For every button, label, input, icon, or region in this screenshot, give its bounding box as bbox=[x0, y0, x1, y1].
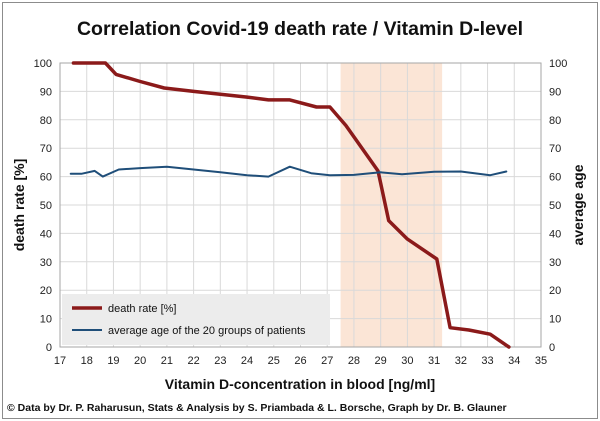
x-tick-label: 31 bbox=[428, 355, 440, 367]
x-tick-label: 17 bbox=[54, 355, 66, 367]
x-tick-label: 24 bbox=[241, 355, 253, 367]
y-tick-label-left: 90 bbox=[40, 86, 52, 98]
y-tick-label-left: 100 bbox=[34, 58, 52, 70]
x-axis-label: Vitamin D-concentration in blood [ng/ml] bbox=[165, 376, 435, 392]
x-tick-label: 22 bbox=[187, 355, 199, 367]
y-tick-label-left: 0 bbox=[46, 342, 52, 354]
x-tick-label: 34 bbox=[508, 355, 520, 367]
y-tick-label-left: 40 bbox=[40, 228, 52, 240]
y-tick-label-right: 10 bbox=[549, 314, 561, 326]
y-tick-label-right: 0 bbox=[549, 342, 555, 354]
x-tick-label: 21 bbox=[161, 355, 173, 367]
legend-label: average age of the 20 groups of patients bbox=[108, 325, 306, 337]
y-tick-label-right: 70 bbox=[549, 143, 561, 155]
y-tick-label-right: 60 bbox=[549, 172, 561, 184]
y-axis-label-left: death rate [%] bbox=[11, 159, 27, 252]
y-tick-label-left: 20 bbox=[40, 285, 52, 297]
y-tick-label-left: 10 bbox=[40, 314, 52, 326]
y-tick-label-left: 80 bbox=[40, 115, 52, 127]
legend-box bbox=[62, 294, 330, 345]
series-line-average-age bbox=[69, 165, 508, 178]
x-tick-label: 25 bbox=[268, 355, 280, 367]
series-line-death-rate bbox=[71, 61, 511, 349]
y-tick-label-right: 80 bbox=[549, 115, 561, 127]
legend-label: death rate [%] bbox=[108, 303, 177, 315]
y-tick-label-right: 50 bbox=[549, 200, 561, 212]
y-tick-label-right: 30 bbox=[549, 257, 561, 269]
x-tick-label: 35 bbox=[535, 355, 547, 367]
x-tick-label: 33 bbox=[481, 355, 493, 367]
y-tick-label-left: 30 bbox=[40, 257, 52, 269]
x-tick-label: 26 bbox=[294, 355, 306, 367]
y-tick-label-right: 90 bbox=[549, 86, 561, 98]
y-tick-label-left: 50 bbox=[40, 200, 52, 212]
x-tick-label: 30 bbox=[401, 355, 413, 367]
x-tick-label: 23 bbox=[214, 355, 226, 367]
plot-area bbox=[59, 62, 542, 348]
y-tick-label-right: 20 bbox=[549, 285, 561, 297]
x-tick-label: 27 bbox=[321, 355, 333, 367]
y-axis-label-right: average age bbox=[570, 164, 586, 245]
x-tick-label: 19 bbox=[107, 355, 119, 367]
footer-credits: © Data by Dr. P. Raharusun, Stats & Anal… bbox=[7, 402, 507, 414]
x-tick-label: 29 bbox=[375, 355, 387, 367]
y-tick-label-right: 100 bbox=[549, 58, 567, 70]
x-tick-label: 28 bbox=[348, 355, 360, 367]
y-tick-label-left: 60 bbox=[40, 172, 52, 184]
chart-title: Correlation Covid-19 death rate / Vitami… bbox=[77, 18, 523, 40]
x-tick-label: 32 bbox=[455, 355, 467, 367]
y-tick-label-left: 70 bbox=[40, 143, 52, 155]
x-tick-label: 20 bbox=[134, 355, 146, 367]
x-tick-label: 18 bbox=[81, 355, 93, 367]
y-tick-label-right: 40 bbox=[549, 228, 561, 240]
